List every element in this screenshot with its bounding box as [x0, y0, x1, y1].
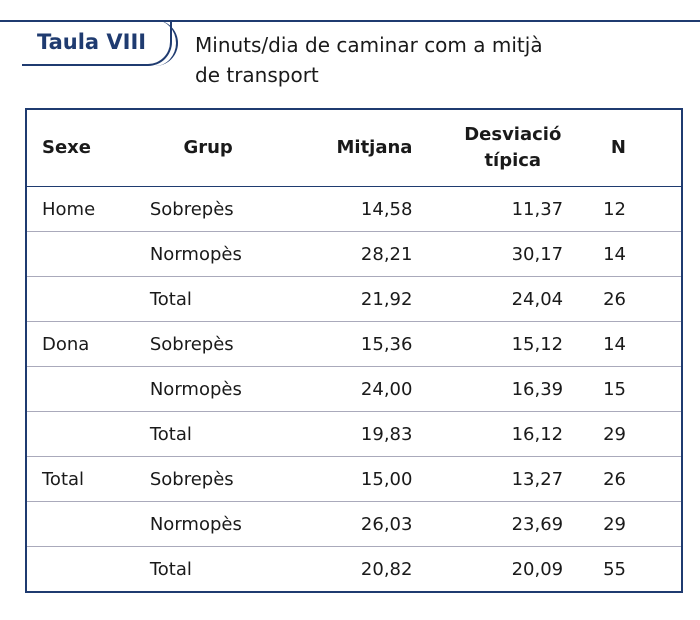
- table-row: Total 19,83 16,12 29: [26, 411, 682, 457]
- table-cell: Total: [149, 546, 307, 592]
- table-cell: 12: [603, 186, 682, 232]
- table-cell: 55: [603, 546, 682, 592]
- column-header: Desviació típica: [417, 109, 604, 187]
- table-row: Total 20,82 20,09 55: [26, 546, 682, 592]
- table-cell: Total: [149, 411, 307, 457]
- table-caption: Minuts/dia de caminar com a mitjà de tra…: [195, 33, 543, 87]
- table-row: Home Sobrepès 14,58 11,37 12: [26, 186, 682, 232]
- table-cell: 30,17: [417, 231, 604, 277]
- sexe-cell: Dona: [26, 321, 150, 367]
- empty-cell: [26, 546, 150, 592]
- table-cell: 26: [603, 456, 682, 502]
- table-cell: Normopès: [149, 366, 307, 412]
- table-cell: 15,12: [417, 321, 604, 367]
- label-curve: [150, 20, 178, 66]
- table-row: Total 21,92 24,04 26: [26, 276, 682, 322]
- table-body: Home Sobrepès 14,58 11,37 12 Normopès 28,21 30,…: [26, 186, 682, 592]
- empty-cell: [26, 366, 150, 412]
- table-cell: 14: [603, 231, 682, 277]
- sexe-cell: Home: [26, 186, 150, 232]
- empty-cell: [26, 231, 150, 277]
- table-cell: 15: [603, 366, 682, 412]
- table-label: Taula VIII: [37, 30, 147, 54]
- table-cell: 14: [603, 321, 682, 367]
- table-cell: 26: [603, 276, 682, 322]
- table-cell: 20,82: [306, 546, 418, 592]
- table-row: Normopès 26,03 23,69 29: [26, 501, 682, 547]
- table-row: Total Sobrepès 15,00 13,27 26: [26, 456, 682, 502]
- table-cell: Normopès: [149, 231, 307, 277]
- table-row: Dona Sobrepès 15,36 15,12 14: [26, 321, 682, 367]
- top-rule: [0, 20, 700, 22]
- table-cell: 24,00: [306, 366, 418, 412]
- table-cell: 15,00: [306, 456, 418, 502]
- table-row: Normopès 24,00 16,39 15: [26, 366, 682, 412]
- empty-cell: [26, 411, 150, 457]
- table-cell: 15,36: [306, 321, 418, 367]
- empty-cell: [26, 501, 150, 547]
- table-cell: 21,92: [306, 276, 418, 322]
- table-cell: 20,09: [417, 546, 604, 592]
- column-header: N: [603, 109, 682, 187]
- sexe-cell: Total: [26, 456, 150, 502]
- table-cell: 23,69: [417, 501, 604, 547]
- table-cell: 14,58: [306, 186, 418, 232]
- table-cell: Sobrepès: [149, 321, 307, 367]
- column-header: Mitjana: [306, 109, 418, 187]
- table-cell: 13,27: [417, 456, 604, 502]
- empty-cell: [26, 276, 150, 322]
- table-cell: 24,04: [417, 276, 604, 322]
- table-cell: 26,03: [306, 501, 418, 547]
- table-row: Normopès 28,21 30,17 14: [26, 231, 682, 277]
- table-cell: 29: [603, 411, 682, 457]
- label-box: Taula VIII: [22, 20, 172, 66]
- table-cell: 16,39: [417, 366, 604, 412]
- header-row: Sexe Grup Mitjana Desviació típica N: [26, 109, 682, 187]
- column-header: Grup: [149, 109, 307, 187]
- table-cell: 16,12: [417, 411, 604, 457]
- table-cell: Sobrepès: [149, 186, 307, 232]
- table-cell: 28,21: [306, 231, 418, 277]
- column-header: Sexe: [26, 109, 150, 187]
- table-cell: 19,83: [306, 411, 418, 457]
- table-cell: Sobrepès: [149, 456, 307, 502]
- table-cell: 29: [603, 501, 682, 547]
- table-cell: Total: [149, 276, 307, 322]
- data-table: Sexe Grup Mitjana Desviació típica N Home Sob…: [25, 108, 683, 593]
- table-cell: 11,37: [417, 186, 604, 232]
- table-cell: Normopès: [149, 501, 307, 547]
